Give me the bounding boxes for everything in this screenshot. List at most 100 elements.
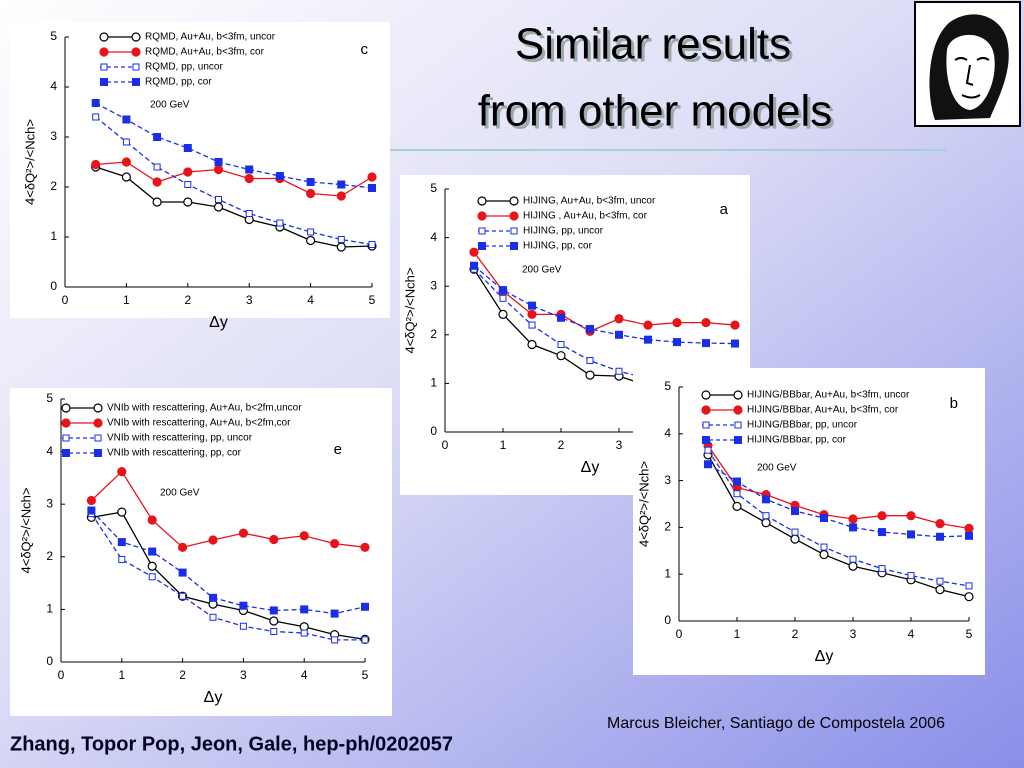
marker <box>209 593 217 602</box>
marker <box>527 309 537 319</box>
marker <box>331 636 339 644</box>
marker <box>791 528 799 536</box>
chart-panel <box>633 368 985 675</box>
marker <box>245 165 254 174</box>
marker <box>92 113 100 121</box>
title: Similar results <box>515 20 791 69</box>
x-tick-label: 3 <box>246 293 253 307</box>
title-shadow: from other models <box>481 90 836 139</box>
marker <box>528 321 536 329</box>
legend-label: VNIb with rescattering, Au+Au, b<2fm,cor <box>107 418 291 429</box>
marker <box>118 555 126 563</box>
marker <box>730 320 740 330</box>
legend-marker <box>734 436 742 444</box>
marker <box>153 163 161 171</box>
legend-label: VNIb with rescattering, pp, cor <box>107 448 242 459</box>
legend-marker <box>702 421 710 429</box>
marker <box>86 495 97 506</box>
y-tick-label: 4 <box>664 426 671 440</box>
marker <box>178 542 188 552</box>
annotation: 200 GeV <box>150 100 190 111</box>
series-line <box>95 116 373 246</box>
x-tick-label: 5 <box>966 627 973 641</box>
marker <box>762 495 770 504</box>
chart-panel <box>10 388 392 716</box>
series-line <box>90 510 366 615</box>
marker <box>820 543 828 551</box>
chart: 0 1 2 3 4 5 0 1 2 3 4 5 Δy 4<δQ²>/<Nch> e 200 GeV VNIb w… <box>10 388 392 716</box>
x-tick-label: 0 <box>58 668 65 682</box>
portrait <box>914 1 1021 127</box>
y-tick-label: 3 <box>46 496 53 510</box>
marker <box>965 582 973 590</box>
y-tick-label: 5 <box>46 391 53 405</box>
annotation: 200 GeV <box>160 488 200 499</box>
marker <box>586 357 594 365</box>
y-tick-label: 3 <box>430 278 437 292</box>
y-tick-label: 0 <box>50 279 57 293</box>
marker <box>702 339 710 348</box>
legend-label: HIJING/BBbar, Au+Au, b<3fm, cor <box>747 405 899 416</box>
title-shadow: Similar results <box>518 23 794 72</box>
marker <box>213 164 224 175</box>
legend-marker <box>94 449 102 457</box>
y-tick-label: 2 <box>46 549 53 563</box>
marker <box>148 547 157 556</box>
y-tick-label: 5 <box>50 29 57 43</box>
marker <box>673 338 681 347</box>
marker <box>907 572 915 580</box>
x-axis-label: Δy <box>815 648 834 665</box>
marker <box>117 466 127 477</box>
marker <box>208 535 218 545</box>
chart-panel <box>10 22 390 318</box>
marker <box>733 477 741 486</box>
marker <box>121 157 132 167</box>
legend-marker <box>61 418 71 428</box>
marker <box>275 172 284 180</box>
marker <box>367 172 377 182</box>
legend-marker <box>99 47 109 57</box>
x-tick-label: 1 <box>118 668 125 682</box>
marker <box>731 339 739 348</box>
marker <box>585 370 595 380</box>
marker <box>819 549 829 560</box>
marker <box>336 242 346 252</box>
marker <box>615 367 623 375</box>
marker <box>239 601 248 610</box>
x-axis-label: Δy <box>581 459 600 476</box>
marker <box>178 568 187 577</box>
legend-label: RQMD, pp, uncor <box>145 62 223 73</box>
legend-marker <box>62 449 70 457</box>
y-tick-label: 3 <box>50 129 57 143</box>
marker <box>704 460 712 469</box>
y-axis-label: 4<δQ²>/<Nch> <box>402 267 417 353</box>
marker <box>586 324 594 333</box>
marker <box>337 236 345 243</box>
y-tick-label: 3 <box>664 473 671 487</box>
x-tick-label: 1 <box>500 438 507 452</box>
marker <box>878 528 886 537</box>
marker <box>179 592 187 600</box>
series-line <box>473 268 736 392</box>
marker <box>701 318 711 328</box>
marker <box>470 261 478 270</box>
marker <box>556 351 566 361</box>
legend-marker <box>701 405 711 415</box>
x-tick-label: 5 <box>362 668 369 682</box>
marker <box>878 565 886 573</box>
y-tick-label: 0 <box>430 424 437 438</box>
marker <box>214 158 223 166</box>
x-tick-label: 3 <box>616 438 623 452</box>
x-tick-label: 2 <box>179 668 186 682</box>
marker <box>964 523 974 533</box>
legend-label: VNIb with rescattering, pp, uncor <box>107 433 253 444</box>
panel-letter: c <box>361 41 369 58</box>
series-line <box>707 449 970 587</box>
y-tick-label: 0 <box>46 654 53 668</box>
marker <box>761 518 771 528</box>
legend-marker <box>734 421 742 429</box>
y-tick-label: 4 <box>50 79 57 93</box>
legend-label: RQMD, pp, cor <box>145 77 212 88</box>
legend-marker <box>478 227 486 235</box>
